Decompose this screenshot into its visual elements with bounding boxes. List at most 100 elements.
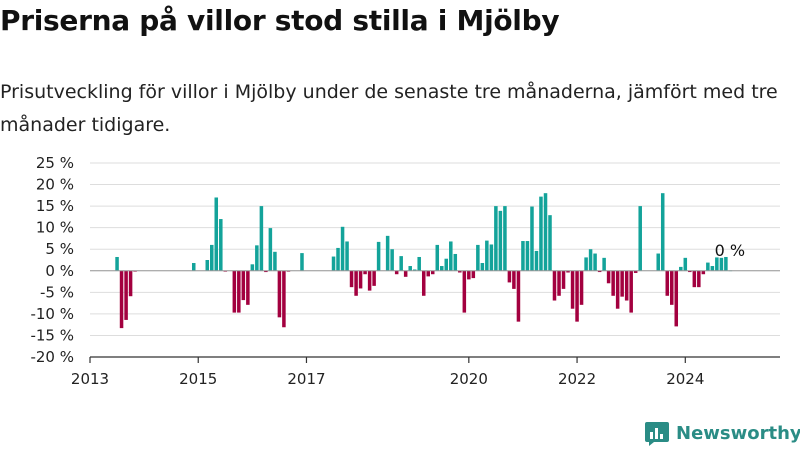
bar: [394, 270, 399, 275]
bar: [665, 270, 670, 296]
bar: [191, 263, 196, 271]
bar: [692, 270, 697, 288]
x-tick-label: 2015: [179, 370, 217, 388]
bar: [430, 270, 435, 275]
bar: [530, 206, 534, 271]
bar: [476, 244, 480, 271]
bar: [701, 270, 706, 275]
y-tick-label: 5 %: [45, 240, 74, 258]
bar: [485, 240, 489, 271]
bar: [674, 270, 679, 327]
bar: [597, 270, 602, 273]
bar: [615, 270, 620, 309]
bar: [268, 228, 273, 271]
bar: [521, 241, 525, 271]
bar: [128, 270, 133, 297]
page-title: Priserna på villor stod stilla i Mjölby: [0, 4, 560, 37]
x-tick-label: 2020: [450, 370, 488, 388]
bar: [611, 270, 615, 296]
bar: [660, 193, 665, 271]
bar-chart-logo-icon: [645, 422, 669, 446]
bar: [679, 266, 683, 271]
y-tick-label: 25 %: [36, 154, 74, 172]
bar: [489, 244, 494, 271]
y-tick-label: -15 %: [30, 326, 74, 344]
bar: [124, 270, 128, 320]
bar: [516, 270, 521, 322]
newsworthy-brand[interactable]: Newsworthy: [644, 420, 800, 446]
bar: [498, 210, 503, 271]
bar: [670, 270, 674, 305]
bar: [719, 257, 724, 271]
bar: [214, 197, 219, 271]
bar: [403, 270, 408, 277]
bar: [205, 260, 210, 271]
bar: [539, 196, 543, 271]
bar: [525, 241, 530, 271]
y-tick-label: 20 %: [36, 176, 74, 194]
bar: [602, 257, 606, 271]
bar: [683, 257, 688, 271]
bar: [548, 215, 552, 271]
bar: [462, 270, 467, 313]
grid-lines: [90, 162, 780, 358]
bar: [633, 270, 638, 273]
bar: [570, 270, 575, 309]
bar: [255, 245, 259, 271]
bar: [376, 241, 381, 271]
bar: [385, 235, 390, 271]
bar: [494, 206, 498, 271]
bar: [543, 193, 548, 271]
bar: [638, 206, 642, 271]
bar: [710, 266, 715, 271]
bar: [503, 206, 507, 271]
bar: [390, 249, 394, 271]
bar: [119, 270, 124, 329]
bar: [399, 256, 403, 271]
bar: [435, 244, 440, 271]
bar: [241, 270, 246, 301]
bar: [426, 270, 430, 277]
bar: [277, 270, 282, 318]
bar: [706, 262, 710, 271]
bar: [440, 266, 444, 271]
bar: [336, 247, 340, 271]
bar: [512, 270, 516, 289]
x-tick-label: 2024: [666, 370, 704, 388]
bar: [219, 219, 223, 271]
y-tick-label: 0 %: [45, 262, 74, 280]
bar: [449, 241, 453, 271]
bar: [624, 270, 629, 301]
bar: [471, 270, 476, 279]
bar: [250, 264, 255, 271]
bar: [367, 270, 372, 291]
bar: [467, 270, 471, 280]
bar: [629, 270, 633, 313]
bar: [363, 270, 367, 275]
bar: [331, 256, 336, 271]
bar: [417, 256, 421, 271]
bar: [606, 270, 611, 284]
bar: [697, 270, 701, 288]
bar: [561, 270, 566, 289]
bar: [115, 256, 119, 271]
bar: [358, 270, 363, 289]
page-subtitle: Prisutveckling för villor i Mjölby under…: [0, 81, 778, 136]
y-tick-label: -20 %: [30, 348, 74, 366]
bar: [579, 270, 584, 305]
bar: [237, 270, 241, 313]
bar: [715, 257, 719, 271]
bar: [620, 270, 624, 297]
y-tick-label: 15 %: [36, 197, 74, 215]
bar: [588, 249, 593, 271]
bar: [480, 263, 485, 271]
bar: [349, 270, 354, 288]
bar: [724, 256, 728, 271]
y-tick-label: -10 %: [30, 305, 74, 323]
x-tick-label: 2022: [558, 370, 596, 388]
bar: [552, 270, 557, 301]
bar: [259, 206, 264, 271]
bar: [372, 270, 376, 286]
labels: -20 % -15 % -10 % -5 % 0 % 5 % 10 % 15 % 20 % 25 …: [30, 154, 745, 388]
